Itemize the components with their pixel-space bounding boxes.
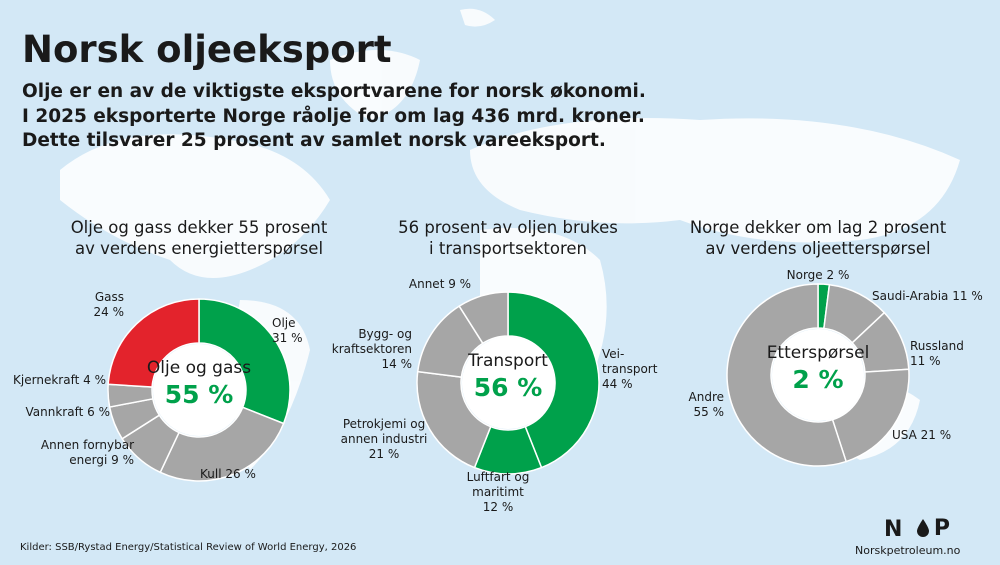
slice-label: Luftfart og maritimt 12 % [461, 470, 536, 515]
slice-name: Gass [94, 290, 124, 304]
slice-label: Olje 31 % [272, 316, 322, 346]
center-value: 2 % [792, 365, 844, 394]
donut-hole [772, 329, 864, 421]
slice-value: 24 % [93, 305, 125, 319]
slice-label: Kull 26 % [200, 467, 300, 482]
intro-line: Dette tilsvarer 25 prosent av samlet nor… [22, 130, 606, 151]
slice-name: Bygg- og kraftsektoren [331, 327, 412, 356]
slice-name: Norge [786, 268, 823, 282]
slice-label: Norge 2 % [768, 268, 868, 283]
slice-value: 11 % [952, 289, 983, 303]
slice-label: Russland 11 % [910, 339, 970, 369]
slice-label: Vei-transport 44 % [602, 347, 662, 392]
slice-label: Annen fornybar energi 9 % [24, 438, 134, 468]
donut-hole [153, 344, 245, 436]
pie-slice [198, 298, 291, 425]
slice-label: Vannkraft 6 % [0, 405, 110, 420]
pie-slice [507, 291, 600, 469]
pie-slice [831, 368, 910, 463]
intro-line: Olje er en av de viktigste eksportvarene… [22, 81, 646, 102]
center-value: 56 % [473, 373, 543, 402]
page-title: Norsk oljeeksport [22, 28, 392, 71]
chart-title: 56 prosent av oljen brukes [398, 218, 618, 237]
chart-title: av verdens oljeetterspørsel [705, 239, 931, 258]
slice-label: Annet 9 % [390, 277, 490, 292]
logo-drop [917, 519, 930, 537]
intro: Olje er en av de viktigste eksportvarene… [22, 80, 646, 154]
center-label: Etterspørsel [766, 343, 870, 363]
slice-value: 31 % [272, 331, 303, 345]
slice-name: Andre [688, 390, 724, 404]
slice-label: Andre 55 % [684, 390, 724, 420]
slice-value: 12 % [482, 500, 514, 514]
slice-label: Gass 24 % [84, 290, 125, 320]
slice-name: Vei-transport [602, 347, 658, 376]
logo-letter: P [933, 516, 950, 541]
pie-slice [416, 370, 492, 469]
source: Kilder: SSB/Rystad Energy/Statistical Re… [20, 542, 357, 553]
chart-title: i transportsektoren [429, 239, 587, 258]
slice-name: Saudi-Arabia [872, 289, 949, 303]
chart-title: Olje og gass dekker 55 prosent [70, 218, 328, 237]
slice-label: Saudi-Arabia 11 % [872, 289, 992, 304]
slice-value: 21 % [368, 447, 400, 461]
logo: N P [884, 516, 950, 542]
logo-site: Norskpetroleum.no [855, 544, 961, 557]
center-value: 55 % [164, 380, 234, 409]
logo-letter: N [884, 517, 903, 542]
slice-value: 14 % [381, 357, 413, 371]
slice-label: Kjernekraft 4 % [0, 373, 106, 388]
slice-name: Olje [272, 316, 296, 330]
slice-value: 2 % [826, 268, 850, 282]
slice-name: Annet [408, 277, 445, 291]
slice-value: 9 % [111, 453, 134, 467]
donut-hole [462, 337, 554, 429]
slice-label: USA 21 % [892, 428, 972, 443]
slice-name: USA [892, 428, 917, 442]
slice-value: 44 % [602, 377, 633, 391]
slice-name: Petrokjemi og annen industri [340, 417, 428, 446]
slice-label: Petrokjemi og annen industri 21 % [334, 417, 434, 462]
slice-name: Annen fornybar energi [40, 438, 134, 467]
pie-slice [107, 298, 200, 388]
center-label: Transport [468, 351, 548, 371]
pie-slice [458, 291, 509, 345]
slice-name: Russland [910, 339, 964, 353]
pie-slice [726, 283, 848, 467]
chart-title: av verdens energietterspørsel [74, 239, 324, 258]
slice-name: Kjernekraft [13, 373, 80, 387]
slice-value: 55 % [693, 405, 725, 419]
slice-name: Vannkraft [25, 405, 84, 419]
slice-label: Bygg- og kraftsektoren 14 % [317, 327, 412, 372]
slice-value: 21 % [920, 428, 952, 442]
slice-value: 6 % [87, 405, 110, 419]
slice-value: 26 % [225, 467, 256, 481]
slice-value: 11 % [910, 354, 941, 368]
slice-name: Luftfart og maritimt [466, 470, 530, 499]
slice-value: 4 % [83, 373, 106, 387]
chart-title: Norge dekker om lag 2 prosent [689, 218, 947, 237]
intro-line: I 2025 eksporterte Norge råolje for om l… [22, 105, 645, 127]
center-label: Olje og gass [146, 358, 252, 378]
slice-name: Kull [200, 467, 222, 481]
slice-value: 9 % [448, 277, 472, 291]
pie-slice [159, 406, 285, 482]
